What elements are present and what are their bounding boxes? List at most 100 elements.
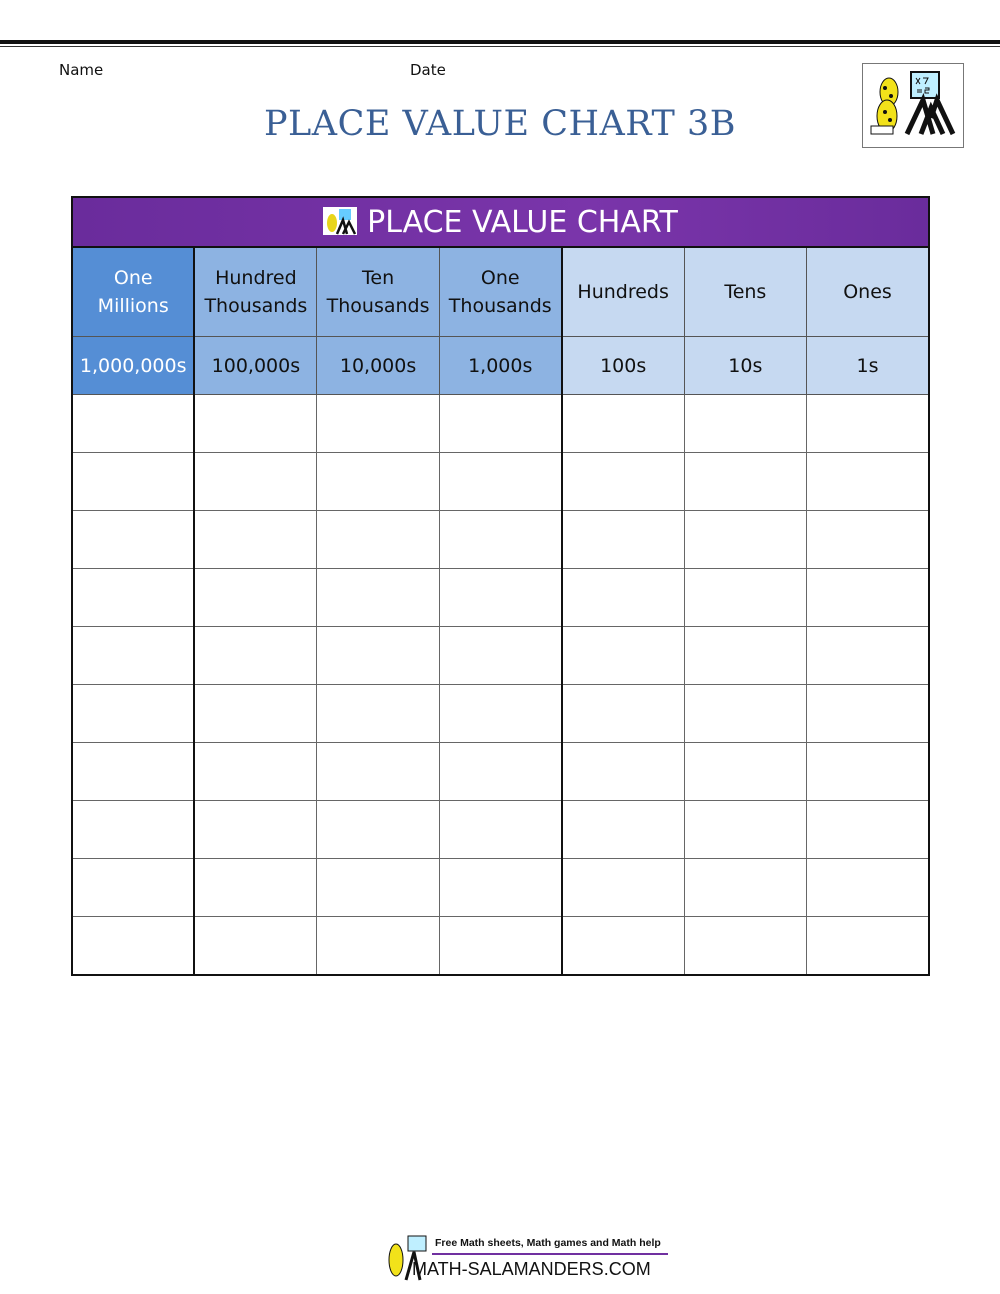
blank-cell[interactable] bbox=[70, 742, 195, 801]
blank-cell[interactable] bbox=[70, 800, 195, 859]
blank-cell[interactable] bbox=[560, 568, 685, 627]
blank-cell[interactable] bbox=[193, 800, 318, 859]
blank-cell[interactable] bbox=[560, 916, 685, 976]
blank-cell[interactable] bbox=[806, 626, 931, 685]
blank-cell[interactable] bbox=[316, 800, 440, 859]
blank-cell[interactable] bbox=[70, 684, 195, 743]
blank-cell[interactable] bbox=[316, 510, 440, 569]
place-value-table: PLACE VALUE CHART One Millions Hundred Thou… bbox=[70, 196, 931, 976]
place-value-one-millions: 1,000,000s bbox=[70, 336, 195, 395]
blank-cell[interactable] bbox=[438, 394, 563, 453]
blank-cell[interactable] bbox=[683, 800, 808, 859]
blank-cell[interactable] bbox=[70, 858, 195, 917]
blank-cell[interactable] bbox=[806, 394, 931, 453]
top-rule bbox=[0, 40, 1000, 44]
blank-cell[interactable] bbox=[316, 858, 440, 917]
blank-cell[interactable] bbox=[193, 858, 318, 917]
blank-cell[interactable] bbox=[70, 394, 195, 453]
blank-cell[interactable] bbox=[438, 858, 563, 917]
place-value-tens: 10s bbox=[683, 336, 808, 395]
blank-cell[interactable] bbox=[193, 394, 318, 453]
blank-row bbox=[70, 568, 931, 627]
blank-cell[interactable] bbox=[438, 742, 563, 801]
blank-cell[interactable] bbox=[683, 626, 808, 685]
blank-cell[interactable] bbox=[438, 568, 563, 627]
blank-cell[interactable] bbox=[316, 452, 440, 511]
blank-cell[interactable] bbox=[806, 684, 931, 743]
blank-row bbox=[70, 684, 931, 743]
blank-cell[interactable] bbox=[70, 626, 195, 685]
salamander-icon bbox=[323, 207, 358, 235]
page-title: PLACE VALUE CHART 3B bbox=[264, 104, 736, 144]
blank-cell[interactable] bbox=[316, 394, 440, 453]
blank-cell[interactable] bbox=[560, 452, 685, 511]
blank-cell[interactable] bbox=[193, 568, 318, 627]
blank-cell[interactable] bbox=[438, 916, 563, 976]
blank-cell[interactable] bbox=[806, 742, 931, 801]
column-header-line: Ten bbox=[362, 267, 395, 289]
blank-cell[interactable] bbox=[683, 510, 808, 569]
blank-cell[interactable] bbox=[683, 916, 808, 976]
blank-row bbox=[70, 510, 931, 569]
place-value-hundreds: 100s bbox=[560, 336, 685, 395]
footer-site-name: MATH-SALAMANDERS.COM bbox=[412, 1259, 651, 1279]
blank-row bbox=[70, 800, 931, 859]
column-header-line: Thousands bbox=[204, 295, 308, 317]
footer-logo: Free Math sheets, Math games and Math he… bbox=[380, 1234, 720, 1284]
blank-cell[interactable] bbox=[70, 452, 195, 511]
table-title: PLACE VALUE CHART bbox=[367, 205, 678, 240]
blank-row bbox=[70, 742, 931, 801]
blank-cell[interactable] bbox=[70, 568, 195, 627]
blank-cell[interactable] bbox=[193, 510, 318, 569]
blank-cell[interactable] bbox=[438, 452, 563, 511]
blank-cell[interactable] bbox=[683, 452, 808, 511]
column-header-line: Thousands bbox=[448, 295, 552, 317]
blank-cell[interactable] bbox=[560, 684, 685, 743]
blank-cell[interactable] bbox=[438, 626, 563, 685]
blank-cell[interactable] bbox=[560, 800, 685, 859]
blank-cell[interactable] bbox=[70, 510, 195, 569]
column-header-line: One bbox=[480, 267, 520, 289]
blank-cell[interactable] bbox=[560, 626, 685, 685]
blank-cell[interactable] bbox=[70, 916, 195, 976]
blank-cell[interactable] bbox=[193, 916, 318, 976]
blank-row bbox=[70, 452, 931, 511]
blank-cell[interactable] bbox=[683, 394, 808, 453]
blank-cell[interactable] bbox=[316, 916, 440, 976]
blank-cell[interactable] bbox=[316, 684, 440, 743]
top-rule-thin bbox=[0, 46, 1000, 47]
column-header-hundred-thousands: Hundred Thousands bbox=[193, 246, 318, 337]
blank-cell[interactable] bbox=[683, 684, 808, 743]
blank-cell[interactable] bbox=[560, 510, 685, 569]
blank-cell[interactable] bbox=[193, 742, 318, 801]
blank-cell[interactable] bbox=[316, 626, 440, 685]
blank-cell[interactable] bbox=[806, 452, 931, 511]
blank-cell[interactable] bbox=[316, 568, 440, 627]
blank-cell[interactable] bbox=[193, 452, 318, 511]
blank-cell[interactable] bbox=[438, 510, 563, 569]
blank-cell[interactable] bbox=[438, 684, 563, 743]
footer-tagline: Free Math sheets, Math games and Math he… bbox=[435, 1237, 661, 1249]
blank-cell[interactable] bbox=[560, 394, 685, 453]
blank-cell[interactable] bbox=[806, 916, 931, 976]
place-value-one-thousands: 1,000s bbox=[438, 336, 563, 395]
blank-cell[interactable] bbox=[193, 626, 318, 685]
blank-cell[interactable] bbox=[683, 568, 808, 627]
date-label: Date bbox=[410, 61, 446, 79]
blank-cell[interactable] bbox=[683, 858, 808, 917]
blank-cell[interactable] bbox=[806, 510, 931, 569]
blank-cell[interactable] bbox=[683, 742, 808, 801]
blank-cell[interactable] bbox=[806, 568, 931, 627]
column-header-ten-thousands: Ten Thousands bbox=[316, 246, 440, 337]
blank-cell[interactable] bbox=[316, 742, 440, 801]
column-header-line: Hundreds bbox=[577, 281, 669, 303]
blank-cell[interactable] bbox=[438, 800, 563, 859]
place-value-hundred-thousands: 100,000s bbox=[193, 336, 318, 395]
blank-cell[interactable] bbox=[560, 742, 685, 801]
column-header-line: One bbox=[113, 267, 153, 289]
blank-row bbox=[70, 394, 931, 453]
blank-cell[interactable] bbox=[560, 858, 685, 917]
blank-cell[interactable] bbox=[806, 800, 931, 859]
blank-cell[interactable] bbox=[806, 858, 931, 917]
blank-cell[interactable] bbox=[193, 684, 318, 743]
